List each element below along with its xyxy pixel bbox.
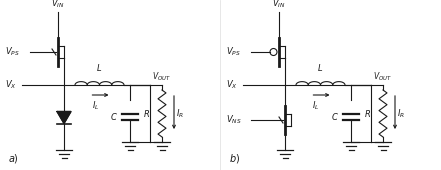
- Text: $V_X$: $V_X$: [5, 79, 17, 91]
- Polygon shape: [57, 112, 71, 123]
- Text: $L$: $L$: [97, 62, 103, 73]
- Text: $C$: $C$: [110, 111, 118, 122]
- Text: $L$: $L$: [318, 62, 324, 73]
- Text: $R$: $R$: [143, 108, 150, 119]
- Text: $V_{PS}$: $V_{PS}$: [5, 46, 20, 58]
- Text: $V_{OUT}$: $V_{OUT}$: [373, 71, 392, 83]
- Text: $V_X$: $V_X$: [226, 79, 238, 91]
- Text: $I_R$: $I_R$: [397, 107, 405, 120]
- Text: $V_{IN}$: $V_{IN}$: [272, 0, 286, 10]
- Text: $b)$: $b)$: [229, 152, 240, 165]
- Text: $V_{PS}$: $V_{PS}$: [226, 46, 241, 58]
- Text: $R$: $R$: [364, 108, 371, 119]
- Text: $I_R$: $I_R$: [176, 107, 184, 120]
- Text: $a)$: $a)$: [8, 152, 19, 165]
- Text: $I_L$: $I_L$: [313, 99, 320, 112]
- Text: $V_{IN}$: $V_{IN}$: [51, 0, 65, 10]
- Text: $V_{NS}$: $V_{NS}$: [226, 114, 242, 126]
- Text: $V_{OUT}$: $V_{OUT}$: [152, 71, 171, 83]
- Text: $I_L$: $I_L$: [91, 99, 99, 112]
- Text: $C$: $C$: [331, 111, 339, 122]
